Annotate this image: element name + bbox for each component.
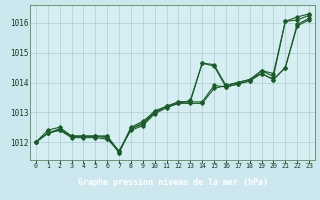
Text: Graphe pression niveau de la mer (hPa): Graphe pression niveau de la mer (hPa): [77, 178, 268, 187]
